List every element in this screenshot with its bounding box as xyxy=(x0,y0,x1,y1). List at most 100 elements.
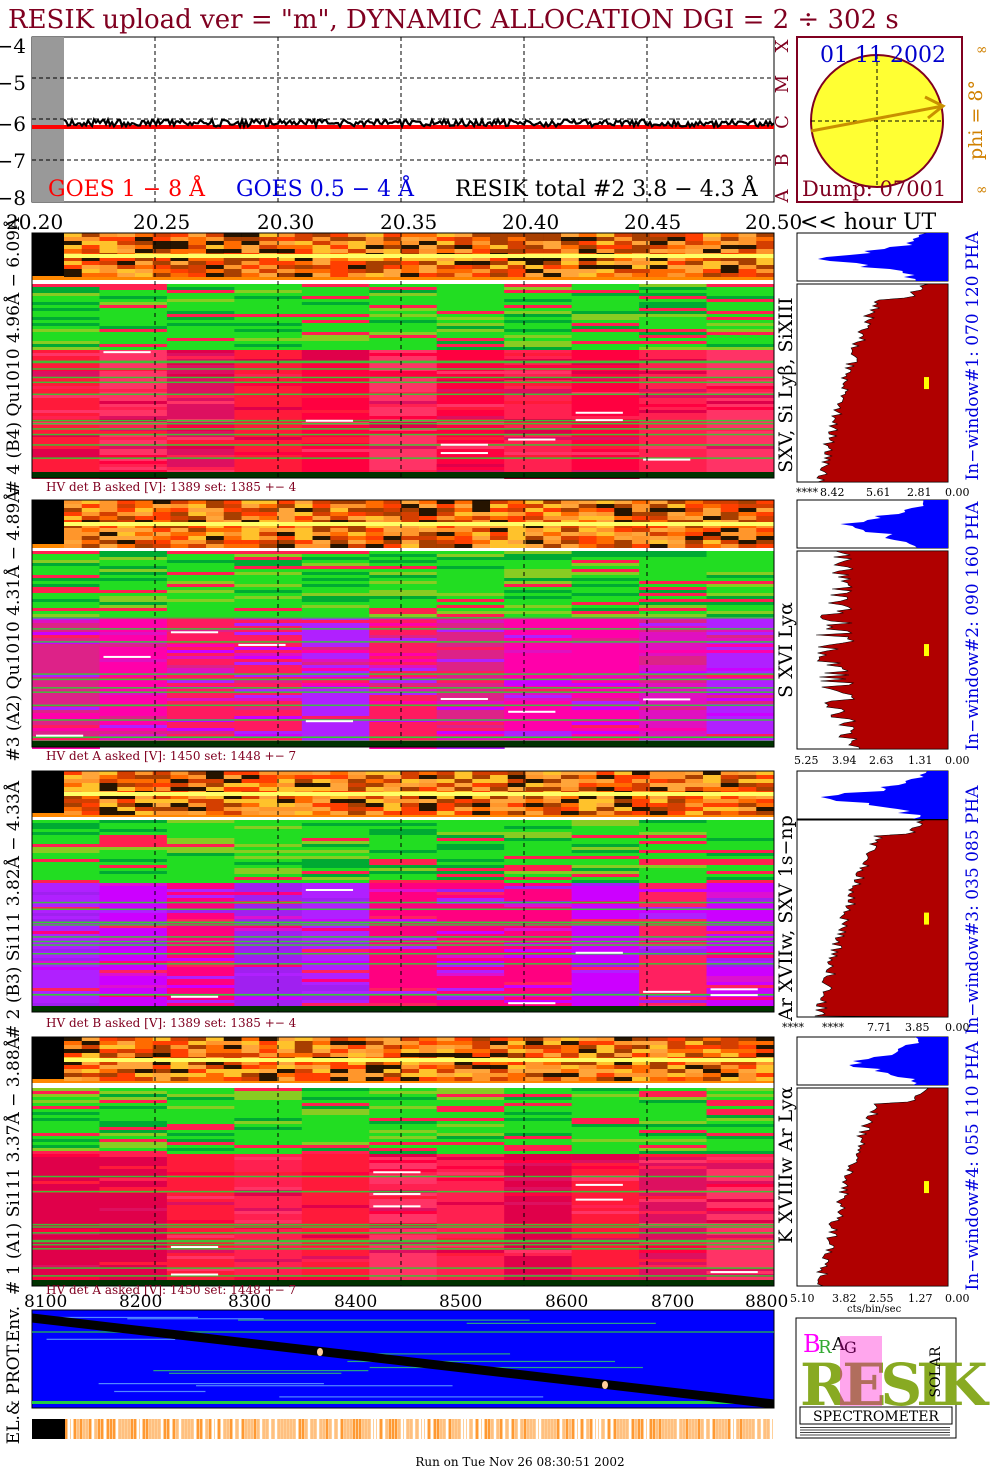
orbit-texture xyxy=(32,1316,774,1404)
panel-1-hist-tick-1: 3.82 xyxy=(832,1292,857,1305)
class-x: X xyxy=(772,39,793,52)
logo-r: R xyxy=(818,1337,832,1358)
ylabel-2: −5 xyxy=(0,71,26,95)
orbit-ylabel: EL.& PROT.Env. xyxy=(4,1306,24,1444)
panel-1-graphics xyxy=(31,1036,949,1287)
sun-dump: Dump: 07001 xyxy=(802,177,946,201)
logo-fine-print xyxy=(800,1336,950,1436)
panel-3-hist-tick-1: 3.94 xyxy=(832,754,857,767)
orbit-tick-5: 8600 xyxy=(545,1292,588,1312)
panel-3-ylabel: #3 (A2) Qu1010 4.31Å − 4.89Å xyxy=(3,490,24,762)
lightcurve-panel: −4 −5 −6 −7 −8 GOES 1 − 8 Å GOES 0.5 − 4… xyxy=(0,34,793,210)
sun-mark-bottom: ∞ xyxy=(976,182,988,198)
panel-1-hist-tick-2: 2.55 xyxy=(869,1292,894,1305)
logo-spectrometer: SPECTROMETER xyxy=(813,1409,939,1425)
time-tick-1: 20.25 xyxy=(133,210,190,234)
panel-2-hist-tick-0: **** xyxy=(782,1021,805,1034)
orbit-tick-6: 8700 xyxy=(651,1292,694,1312)
panel-3-hist-tick-0: 5.25 xyxy=(794,754,819,767)
panel-2-hist-tick-3: 3.85 xyxy=(905,1021,930,1034)
logo-b: B xyxy=(803,1330,821,1358)
panel-4-hist-tick-4: 0.00 xyxy=(945,486,970,499)
panel-3-hist-tick-3: 1.31 xyxy=(908,754,933,767)
detector-panels xyxy=(31,232,949,1287)
time-axis: 20.20 20.25 20.30 20.35 20.40 20.45 20.5… xyxy=(6,210,936,235)
class-c: C xyxy=(772,115,793,129)
panel-4-hist-tick-1: 8.42 xyxy=(820,486,845,499)
panel-2-hist-tick-1: **** xyxy=(822,1021,845,1034)
logo-solar: SOLAR xyxy=(928,1346,944,1397)
panel-4-ylabel: # 4 (B4) Qu1010 4.96Å − 6.09Å xyxy=(3,217,24,494)
panel-2-hist-tick-2: 7.71 xyxy=(867,1021,892,1034)
panel-2-graphics xyxy=(31,770,949,1018)
sun-mark-top: ∞ xyxy=(976,42,988,58)
orbit-tick-4: 8500 xyxy=(439,1292,482,1312)
panel-3-lines: S XVI Lyα xyxy=(775,602,797,698)
run-timestamp: Run on Tue Nov 26 08:30:51 2002 xyxy=(415,1455,624,1469)
time-tick-6: 20.50 xyxy=(745,210,802,234)
legend-goes-05-4: GOES 0.5 − 4 Å xyxy=(236,174,415,202)
panel-3-graphics xyxy=(31,499,949,750)
panel-4-hv: HV det B asked [V]: 1389 set: 1385 +− 4 xyxy=(46,480,297,494)
orbit-marker-2 xyxy=(602,1381,608,1389)
panel-4-graphics xyxy=(31,232,949,483)
panel-3-hv: HV det A asked [V]: 1450 set: 1448 +− 7 xyxy=(46,749,296,763)
panel-4-hist-tick-2: 5.61 xyxy=(866,486,891,499)
legend-resik-total: RESIK total #2 3.8 − 4.3 Å xyxy=(455,174,759,202)
page-title: RESIK upload ver = "m", DYNAMIC ALLOCATI… xyxy=(8,5,899,35)
lightcurve-grid xyxy=(32,37,774,202)
panel-1-ylabel: # 1 (A1) Si111 3.37Å − 3.88Å xyxy=(3,1036,24,1295)
panel-3-hist-tick-4: 0.00 xyxy=(945,754,970,767)
ylabel-3: −6 xyxy=(0,112,26,136)
ylabel-4: −7 xyxy=(0,149,26,173)
class-b: B xyxy=(772,153,793,166)
time-tick-5: 20.45 xyxy=(624,210,681,234)
time-tick-4: 20.40 xyxy=(502,210,559,234)
orbit-marker-1 xyxy=(317,1348,323,1356)
resik-total-curve xyxy=(63,116,774,130)
panel-1-pha: In−window#4: 055 110 PHA xyxy=(963,1041,983,1291)
orbit-tick-7: 8800 xyxy=(745,1292,788,1312)
panel-3-pha: In−window#2: 090 160 PHA xyxy=(963,501,983,751)
orbit-tick-0: 8100 xyxy=(24,1292,67,1312)
panel-1-hv: HV det A asked [V]: 1450 set: 1448 +− 7 xyxy=(46,1283,296,1297)
logo-g: G xyxy=(844,1338,857,1357)
class-m: M xyxy=(772,75,793,93)
panel-1-hist-tick-4: 0.00 xyxy=(945,1292,970,1305)
ylabel-1: −4 xyxy=(0,34,26,58)
legend-goes-1-8: GOES 1 − 8 Å xyxy=(48,174,206,202)
sun-panel: 01 11 2002 Dump: 07001 phi = 8° ∞ ∞ xyxy=(796,36,988,203)
panel-4-lines: SXV, Si Lyβ, SiXIII xyxy=(775,297,797,472)
class-a: A xyxy=(772,189,793,204)
ylabel-5: −8 xyxy=(0,186,26,210)
panel-2-pha: In−window#3: 035 085 PHA xyxy=(963,785,983,1035)
panel-3-hist-tick-2: 2.63 xyxy=(869,754,894,767)
time-tick-0: 20.20 xyxy=(6,210,63,234)
orbit-panel: EL.& PROT.Env. 8100 8200 8300 8400 8500 … xyxy=(4,1292,788,1444)
panel-4-hist-tick-3: 2.81 xyxy=(907,486,932,499)
panel-2-lines: Ar XVIIw, SXV 1s−np xyxy=(775,815,797,1022)
panel-1-hist-tick-3: 1.27 xyxy=(908,1292,933,1305)
time-tick-3: 20.35 xyxy=(380,210,437,234)
orbit-track xyxy=(31,1313,775,1409)
orbit-tick-3: 8400 xyxy=(334,1292,377,1312)
sun-date: 01 11 2002 xyxy=(820,43,946,68)
panel-2-ylabel: # 2 (B3) Si111 3.82Å − 4.33Å xyxy=(3,780,24,1039)
orbit-strip-texture xyxy=(65,1419,775,1439)
orbit-tick-1: 8200 xyxy=(119,1292,162,1312)
panel-4-pha: In−window#1: 070 120 PHA xyxy=(963,231,983,481)
panel-2-hist-tick-4: 0.00 xyxy=(945,1021,970,1034)
orbit-tick-2: 8300 xyxy=(228,1292,271,1312)
panel-2-hv: HV det B asked [V]: 1389 set: 1385 +− 4 xyxy=(46,1016,297,1030)
panel-1-hist-unit: cts/bin/sec xyxy=(847,1304,902,1315)
panel-1-hist-tick-0: 5.10 xyxy=(790,1292,815,1305)
time-tick-2: 20.30 xyxy=(257,210,314,234)
sun-phi: phi = 8° xyxy=(965,80,987,160)
logo-a: A xyxy=(831,1334,846,1355)
panel-1-lines: K XVIIIw Ar Lyα xyxy=(775,1086,797,1243)
lightcurve-data xyxy=(32,116,774,130)
resik-logo: B R A G RESIK SOLAR SPECTROMETER xyxy=(795,1317,996,1439)
panel-4-hist-tick-0: **** xyxy=(796,486,819,499)
